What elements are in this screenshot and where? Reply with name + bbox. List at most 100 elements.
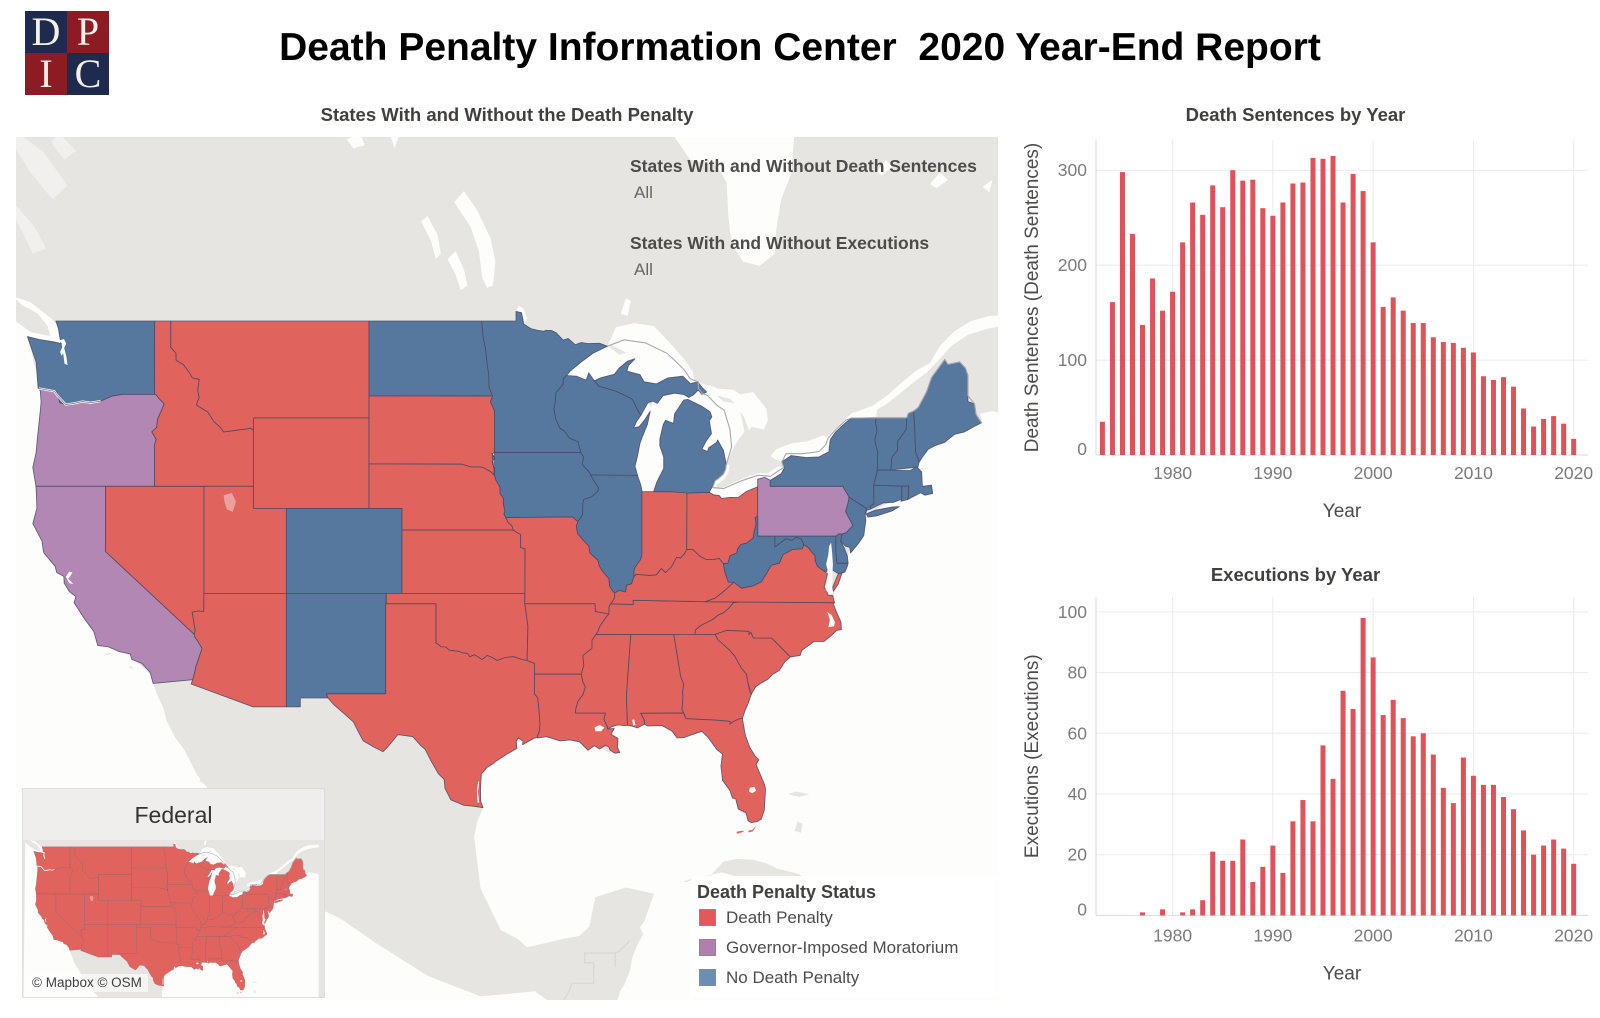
bar-2000[interactable] bbox=[1370, 242, 1376, 455]
state-or[interactable] bbox=[35, 865, 74, 895]
bar-1992[interactable] bbox=[1290, 183, 1296, 455]
bar-1994[interactable] bbox=[1310, 157, 1316, 456]
state-co[interactable] bbox=[285, 507, 403, 594]
bar-2013[interactable] bbox=[1500, 377, 1506, 455]
bar-2011[interactable] bbox=[1480, 784, 1486, 916]
bar-2015[interactable] bbox=[1521, 408, 1527, 455]
bar-2017[interactable] bbox=[1541, 418, 1547, 455]
state-ms[interactable] bbox=[574, 633, 632, 730]
state-ma[interactable] bbox=[275, 888, 294, 898]
florida-keys-1[interactable] bbox=[236, 992, 239, 994]
bar-2008[interactable] bbox=[1450, 803, 1456, 916]
state-ma[interactable] bbox=[873, 466, 934, 501]
bar-1985[interactable] bbox=[1220, 860, 1226, 916]
bar-2005[interactable] bbox=[1420, 323, 1426, 455]
federal-inset-canvas[interactable] bbox=[23, 840, 324, 997]
bar-2006[interactable] bbox=[1430, 754, 1436, 916]
state-de[interactable] bbox=[265, 907, 269, 917]
bar-1994[interactable] bbox=[1310, 821, 1316, 916]
bar-1997[interactable] bbox=[1340, 202, 1346, 455]
state-nd[interactable] bbox=[131, 846, 168, 869]
bar-2012[interactable] bbox=[1490, 784, 1496, 916]
state-co[interactable] bbox=[107, 900, 142, 925]
bar-1981[interactable] bbox=[1180, 912, 1186, 916]
filter-executions-value[interactable]: All bbox=[634, 260, 653, 279]
bar-1979[interactable] bbox=[1160, 909, 1166, 916]
bar-1988[interactable] bbox=[1250, 882, 1256, 916]
bar-2015[interactable] bbox=[1521, 830, 1527, 916]
bar-2018[interactable] bbox=[1551, 416, 1557, 455]
florida-keys-0[interactable] bbox=[240, 991, 243, 994]
bar-1993[interactable] bbox=[1300, 182, 1306, 455]
bar-2017[interactable] bbox=[1541, 845, 1547, 916]
bar-2002[interactable] bbox=[1390, 297, 1396, 455]
state-fl[interactable] bbox=[640, 712, 766, 824]
bar-1988[interactable] bbox=[1250, 179, 1256, 455]
bar-2020[interactable] bbox=[1571, 438, 1577, 455]
florida-keys-0[interactable] bbox=[748, 825, 757, 833]
bar-1986[interactable] bbox=[1230, 860, 1236, 916]
bar-1996[interactable] bbox=[1330, 155, 1336, 455]
state-va[interactable] bbox=[227, 910, 268, 928]
bar-1993[interactable] bbox=[1300, 800, 1306, 916]
state-nj[interactable] bbox=[840, 496, 867, 554]
state-nm[interactable] bbox=[107, 924, 137, 958]
bar-1995[interactable] bbox=[1320, 745, 1326, 916]
bar-1989[interactable] bbox=[1260, 208, 1266, 455]
bar-2005[interactable] bbox=[1420, 733, 1426, 916]
state-ks[interactable] bbox=[401, 529, 526, 594]
bar-1987[interactable] bbox=[1240, 180, 1246, 455]
state-nj[interactable] bbox=[266, 896, 275, 914]
bar-2010[interactable] bbox=[1470, 352, 1476, 455]
bar-2016[interactable] bbox=[1531, 426, 1537, 455]
bar-1979[interactable] bbox=[1160, 310, 1166, 455]
state-wy[interactable] bbox=[252, 417, 370, 509]
state-nm[interactable] bbox=[285, 593, 387, 708]
bar-2010[interactable] bbox=[1470, 775, 1476, 916]
state-az[interactable] bbox=[190, 593, 287, 708]
florida-keys-1[interactable] bbox=[736, 830, 744, 834]
bar-2013[interactable] bbox=[1500, 797, 1506, 916]
bar-1992[interactable] bbox=[1290, 821, 1296, 916]
bar-2001[interactable] bbox=[1380, 306, 1386, 455]
state-de[interactable] bbox=[835, 533, 849, 564]
bar-1991[interactable] bbox=[1280, 872, 1286, 916]
bar-1995[interactable] bbox=[1320, 158, 1326, 455]
bar-1981[interactable] bbox=[1180, 242, 1186, 455]
state-tx[interactable] bbox=[326, 603, 541, 809]
death-sentences-chart[interactable]: 0 100 200 300 1980 1990 2000 2010 2020 Year Death … bbox=[1001, 90, 1600, 538]
bar-1985[interactable] bbox=[1220, 207, 1226, 455]
state-tx[interactable] bbox=[119, 927, 181, 987]
bar-2002[interactable] bbox=[1390, 699, 1396, 916]
state-ms[interactable] bbox=[190, 936, 207, 964]
bar-2014[interactable] bbox=[1511, 386, 1517, 455]
bar-1984[interactable] bbox=[1210, 185, 1216, 455]
bar-2004[interactable] bbox=[1410, 323, 1416, 455]
bar-1982[interactable] bbox=[1190, 202, 1196, 455]
state-wy[interactable] bbox=[98, 874, 132, 901]
bar-1983[interactable] bbox=[1200, 900, 1206, 916]
bar-2007[interactable] bbox=[1440, 342, 1446, 455]
bar-1983[interactable] bbox=[1200, 214, 1206, 455]
us-choropleth-map[interactable]: States With and Without Death Sentences … bbox=[16, 137, 998, 1000]
bar-2009[interactable] bbox=[1460, 757, 1466, 916]
bar-2008[interactable] bbox=[1450, 342, 1456, 455]
bar-1999[interactable] bbox=[1360, 191, 1366, 455]
bar-2009[interactable] bbox=[1460, 347, 1466, 455]
bar-2014[interactable] bbox=[1511, 809, 1517, 916]
bar-2018[interactable] bbox=[1551, 839, 1557, 916]
state-az[interactable] bbox=[80, 924, 109, 958]
executions-chart[interactable]: 0 20 40 60 80 100 1980 1990 2000 2010 2020 Year Exec… bbox=[1001, 550, 1600, 1010]
state-fl[interactable] bbox=[209, 958, 246, 991]
bar-2019[interactable] bbox=[1561, 848, 1567, 916]
bar-2019[interactable] bbox=[1561, 423, 1567, 455]
bar-2016[interactable] bbox=[1531, 854, 1537, 916]
bar-1980[interactable] bbox=[1170, 291, 1176, 455]
bar-1984[interactable] bbox=[1210, 851, 1216, 916]
bar-1977[interactable] bbox=[1140, 324, 1146, 455]
filter-death-sentences-value[interactable]: All bbox=[634, 183, 653, 202]
bar-2012[interactable] bbox=[1490, 380, 1496, 455]
bar-1974[interactable] bbox=[1109, 302, 1115, 455]
bar-1996[interactable] bbox=[1330, 778, 1336, 916]
state-or[interactable] bbox=[32, 387, 165, 487]
